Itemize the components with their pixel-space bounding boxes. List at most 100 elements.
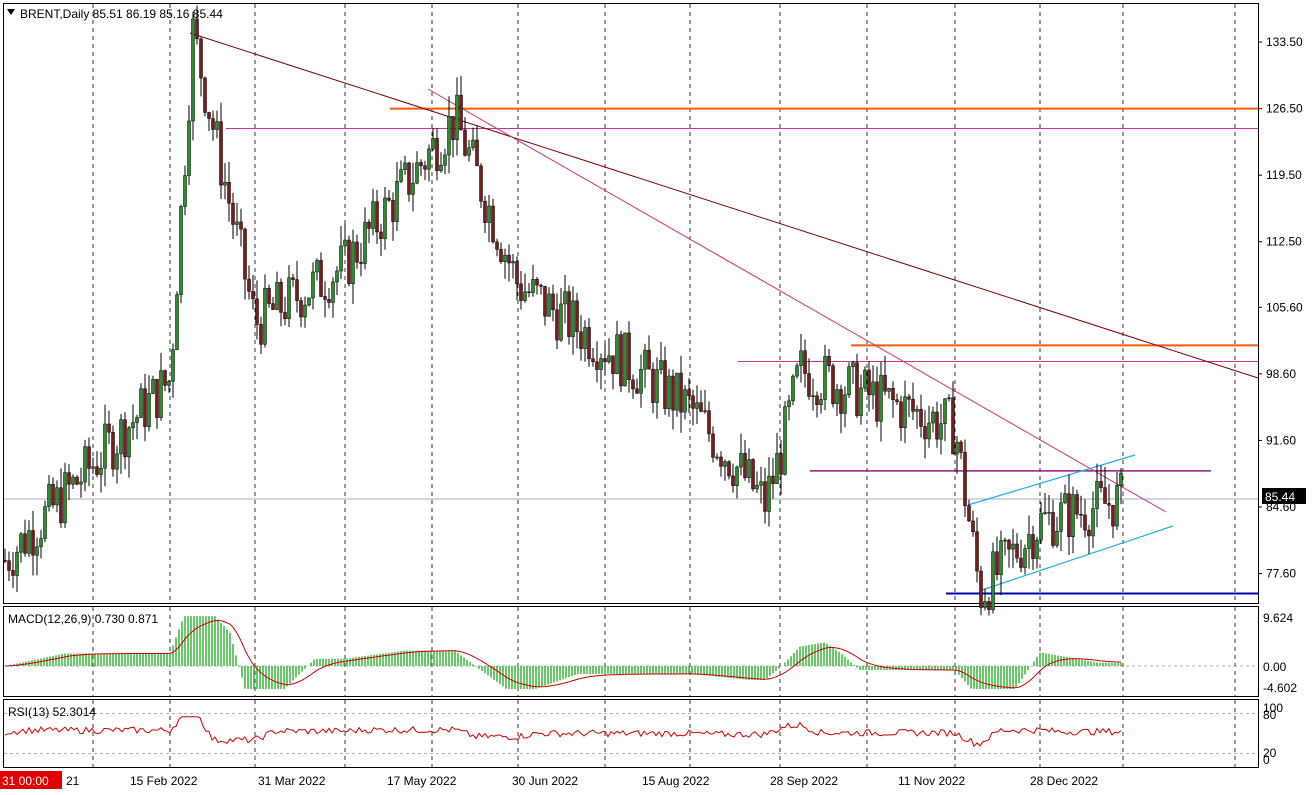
candle-body xyxy=(1071,494,1075,538)
trendlines xyxy=(189,32,1259,591)
candle-body xyxy=(431,138,435,150)
price-tick-label: 91.60 xyxy=(1266,433,1296,447)
candle-body xyxy=(883,375,887,392)
candle-body xyxy=(43,506,47,539)
candle-body xyxy=(291,277,295,280)
candle-body xyxy=(111,431,115,470)
candle-body xyxy=(335,270,339,283)
candle-body xyxy=(303,304,307,318)
time-axis-label: 15 Feb 2022 xyxy=(130,774,198,788)
candle-body xyxy=(663,360,667,409)
candle-body xyxy=(1035,539,1039,559)
candle-body xyxy=(1059,502,1063,532)
candle-body xyxy=(1015,543,1019,559)
rsi-indicator xyxy=(4,713,1258,754)
candle-body xyxy=(195,18,199,40)
candle-body xyxy=(779,453,783,475)
candle-body xyxy=(707,410,711,435)
candle-body xyxy=(655,369,659,403)
time-axis-label: 28 Dec 2022 xyxy=(1030,774,1098,788)
candle-body xyxy=(511,261,515,264)
dropdown-triangle-icon[interactable] xyxy=(7,9,15,15)
candle-body xyxy=(11,570,15,576)
candle-body xyxy=(311,271,315,299)
candle-body xyxy=(635,388,639,394)
candle-body xyxy=(683,389,687,413)
candle-body xyxy=(395,181,399,222)
candle-body xyxy=(211,118,215,130)
candle-body xyxy=(975,531,979,572)
rsi-line xyxy=(4,716,1122,748)
candle-body xyxy=(1055,530,1059,546)
candle-body xyxy=(791,375,795,402)
candle-body xyxy=(555,309,559,341)
candle-body xyxy=(247,278,251,292)
candle-body xyxy=(815,395,819,405)
downtrend-line xyxy=(427,88,1167,513)
price-tick-label: 126.50 xyxy=(1266,102,1303,116)
candle-body xyxy=(491,205,495,243)
candle-body xyxy=(851,362,855,368)
candle-body xyxy=(803,350,807,374)
candle-body xyxy=(995,551,999,575)
candle-body xyxy=(147,393,151,427)
candle-body xyxy=(915,409,919,412)
candle-body xyxy=(999,540,1003,575)
candle-body xyxy=(899,401,903,429)
candle-body xyxy=(123,419,127,458)
candle-body xyxy=(103,423,107,469)
candle-body xyxy=(1119,472,1123,486)
candle-body xyxy=(875,381,879,422)
candle-body xyxy=(699,402,703,412)
time-axis: 21 15 Feb 2022 31 Mar 2022 17 May 2022 30 Ju… xyxy=(66,774,1098,788)
candle-body xyxy=(443,154,447,166)
candle-body xyxy=(403,162,407,170)
time-cursor-badge xyxy=(0,771,62,789)
candle-body xyxy=(607,355,611,363)
candle-body xyxy=(903,396,907,429)
candle-body xyxy=(887,388,891,392)
candle-body xyxy=(1111,504,1115,527)
candle-body xyxy=(943,398,947,424)
candle-body xyxy=(183,175,187,207)
candle-body xyxy=(959,441,963,453)
candle-body xyxy=(583,327,587,349)
candle-body xyxy=(671,375,675,411)
candle-body xyxy=(767,475,771,512)
candle-body xyxy=(667,375,671,409)
candle-body xyxy=(1043,512,1047,514)
candle-body xyxy=(715,456,719,459)
candle-body xyxy=(931,411,935,424)
candle-body xyxy=(71,476,75,485)
candle-body xyxy=(295,279,299,301)
macd-signal-line xyxy=(4,619,1122,689)
candle-body xyxy=(371,201,375,229)
candle-body xyxy=(99,467,103,475)
candle-body xyxy=(259,324,263,345)
candle-body xyxy=(375,201,379,233)
candle-body xyxy=(1011,543,1015,550)
candle-body xyxy=(191,18,195,122)
candle-body xyxy=(743,453,747,478)
candle-body xyxy=(7,560,11,571)
candle-body xyxy=(863,369,867,389)
candle-body xyxy=(115,453,119,470)
time-axis-label: 11 Nov 2022 xyxy=(898,774,965,788)
current-price-label: 85.44 xyxy=(1265,490,1295,504)
candle-body xyxy=(95,466,99,475)
macd-tick-bottom: -4.602 xyxy=(1263,681,1297,695)
candle-body xyxy=(787,400,791,407)
candle-body xyxy=(923,426,927,440)
candle-body xyxy=(563,291,567,305)
symbol-info: BRENT,Daily 85.51 86.19 85.16 85.44 xyxy=(20,7,223,21)
candle-body xyxy=(279,282,283,313)
candle-body xyxy=(579,331,583,349)
candles xyxy=(3,5,1123,616)
candle-body xyxy=(331,281,335,303)
candle-body xyxy=(243,228,247,280)
time-cursor-label: 31 00:00 xyxy=(2,774,49,788)
candle-body xyxy=(559,303,563,341)
candle-body xyxy=(1067,493,1071,538)
candle-body xyxy=(627,332,631,381)
